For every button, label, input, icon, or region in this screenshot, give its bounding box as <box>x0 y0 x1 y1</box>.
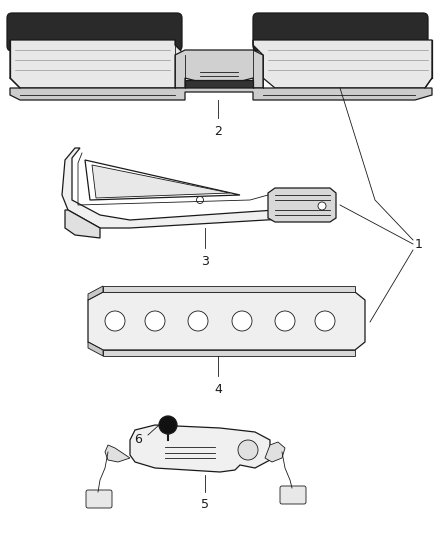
Polygon shape <box>265 442 285 462</box>
Circle shape <box>232 311 252 331</box>
Circle shape <box>159 416 177 434</box>
Circle shape <box>197 197 204 204</box>
Polygon shape <box>268 188 336 222</box>
FancyBboxPatch shape <box>7 13 182 51</box>
Polygon shape <box>103 350 355 356</box>
FancyBboxPatch shape <box>253 13 428 51</box>
Polygon shape <box>85 160 240 200</box>
Circle shape <box>275 311 295 331</box>
Polygon shape <box>88 342 103 356</box>
Polygon shape <box>130 425 270 472</box>
Text: 5: 5 <box>201 498 209 511</box>
Circle shape <box>238 440 258 460</box>
FancyBboxPatch shape <box>86 490 112 508</box>
Polygon shape <box>92 165 230 198</box>
Circle shape <box>315 311 335 331</box>
Polygon shape <box>175 50 263 88</box>
Polygon shape <box>105 445 130 462</box>
Polygon shape <box>10 40 185 88</box>
Polygon shape <box>62 148 330 228</box>
Bar <box>185 80 253 90</box>
FancyBboxPatch shape <box>280 486 306 504</box>
Polygon shape <box>65 210 100 238</box>
Circle shape <box>318 202 326 210</box>
Polygon shape <box>88 286 103 300</box>
Text: 6: 6 <box>134 433 142 446</box>
Text: 3: 3 <box>201 255 209 268</box>
Circle shape <box>105 311 125 331</box>
Text: 4: 4 <box>214 383 222 396</box>
Text: 1: 1 <box>415 238 423 252</box>
Circle shape <box>188 311 208 331</box>
Circle shape <box>145 311 165 331</box>
Polygon shape <box>88 292 365 350</box>
Text: 2: 2 <box>214 125 222 138</box>
Polygon shape <box>253 40 432 88</box>
Polygon shape <box>103 286 355 292</box>
Polygon shape <box>10 88 432 100</box>
